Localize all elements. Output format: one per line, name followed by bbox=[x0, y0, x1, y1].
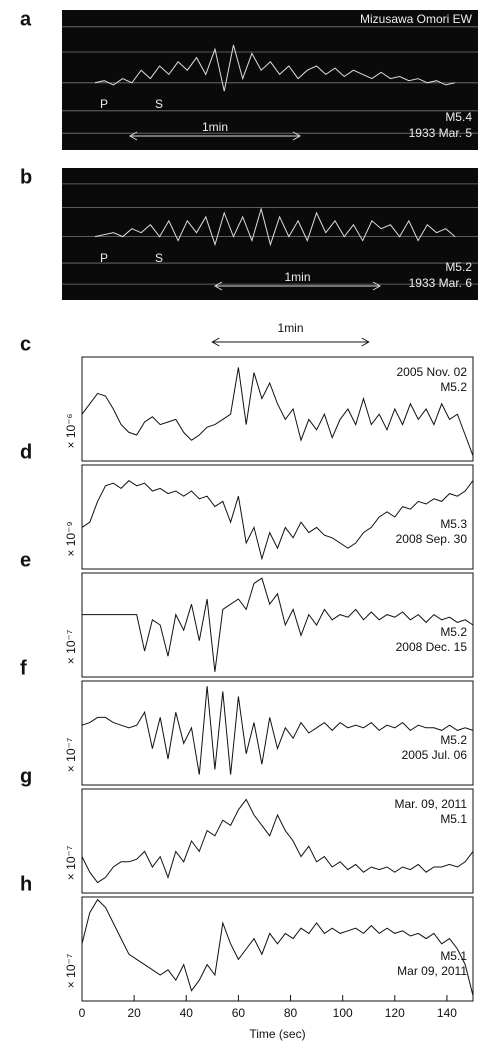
phase-label: S bbox=[155, 251, 163, 265]
annotation: 2005 Nov. 02 bbox=[397, 365, 468, 379]
waveform bbox=[81, 898, 474, 996]
plot-frame bbox=[81, 896, 474, 1002]
panel-letter: f bbox=[20, 657, 27, 679]
annotation: 1933 Mar. 6 bbox=[409, 276, 473, 290]
x-tick-label: 80 bbox=[284, 1006, 298, 1020]
record-panel: b P S 1min M5.2 1933 Mar. 6 bbox=[20, 166, 478, 300]
arrow-head bbox=[213, 281, 382, 291]
annotation: 2005 Jul. 06 bbox=[402, 748, 468, 762]
panel-letter: d bbox=[20, 441, 32, 463]
arrow-head bbox=[211, 337, 370, 347]
waveform bbox=[82, 577, 474, 672]
panel-letter: c bbox=[20, 333, 31, 355]
record-panel: a Mizusawa Omori EW P S 1min M5.4 1933 Mar. 5 bbox=[20, 8, 478, 150]
panel-letter: h bbox=[20, 873, 32, 895]
annotation: M5.2 bbox=[440, 625, 467, 639]
x-tick-label: 100 bbox=[333, 1006, 353, 1020]
annotation: M5.2 bbox=[440, 733, 467, 747]
annotation: 2008 Dec. 15 bbox=[396, 640, 468, 654]
plot-frame bbox=[81, 788, 474, 894]
record-trace bbox=[94, 44, 456, 92]
panel-letter: g bbox=[20, 765, 32, 787]
annotation: M5.2 bbox=[440, 380, 467, 394]
record-image bbox=[62, 168, 478, 300]
y-axis-label: × 10⁻⁷ bbox=[64, 738, 78, 772]
x-tick-label: 140 bbox=[437, 1006, 457, 1020]
panel-letter: a bbox=[20, 8, 32, 30]
annotation: Mar 09, 2011 bbox=[397, 964, 467, 978]
waveform bbox=[81, 798, 474, 884]
plot-frame bbox=[81, 464, 474, 570]
scale-label: 1min bbox=[202, 120, 228, 134]
x-tick-label: 60 bbox=[232, 1006, 246, 1020]
plot-frame bbox=[81, 680, 474, 786]
y-axis-label: × 10⁻⁶ bbox=[64, 413, 78, 448]
waveform bbox=[81, 686, 474, 775]
phase-label: S bbox=[155, 97, 163, 111]
record-image bbox=[62, 10, 478, 150]
annotation: 2008 Sep. 30 bbox=[396, 532, 468, 546]
y-axis-label: × 10⁻⁷ bbox=[64, 954, 78, 988]
y-axis-label: × 10⁻⁹ bbox=[64, 521, 78, 556]
arrow-head bbox=[128, 131, 302, 141]
phase-label: P bbox=[100, 97, 108, 111]
x-tick-label: 120 bbox=[385, 1006, 405, 1020]
annotation: Mar. 09, 2011 bbox=[395, 797, 468, 811]
y-axis-label: × 10⁻⁷ bbox=[64, 630, 78, 664]
annotation: M5.3 bbox=[440, 517, 467, 531]
plot-frame bbox=[81, 356, 474, 462]
scale-label: 1min bbox=[278, 321, 304, 335]
waveform bbox=[81, 367, 474, 456]
scale-label: 1min bbox=[284, 270, 310, 284]
waveform bbox=[81, 479, 474, 561]
annotation: M5.1 bbox=[440, 949, 467, 963]
phase-label: P bbox=[100, 251, 108, 265]
x-axis-label: Time (sec) bbox=[249, 1027, 305, 1041]
x-tick-label: 40 bbox=[180, 1006, 194, 1020]
x-tick-label: 0 bbox=[79, 1006, 86, 1020]
annotation: M5.4 bbox=[445, 110, 472, 124]
y-axis-label: × 10⁻⁷ bbox=[64, 846, 78, 880]
panel-letter: b bbox=[20, 166, 32, 188]
x-tick-label: 20 bbox=[127, 1006, 141, 1020]
annotation: M5.2 bbox=[445, 260, 472, 274]
station-label: Mizusawa Omori EW bbox=[360, 12, 473, 26]
panel-letter: e bbox=[20, 549, 31, 571]
record-trace bbox=[94, 207, 456, 247]
annotation: 1933 Mar. 5 bbox=[409, 126, 473, 140]
annotation: M5.1 bbox=[440, 812, 467, 826]
plot-frame bbox=[81, 572, 474, 678]
